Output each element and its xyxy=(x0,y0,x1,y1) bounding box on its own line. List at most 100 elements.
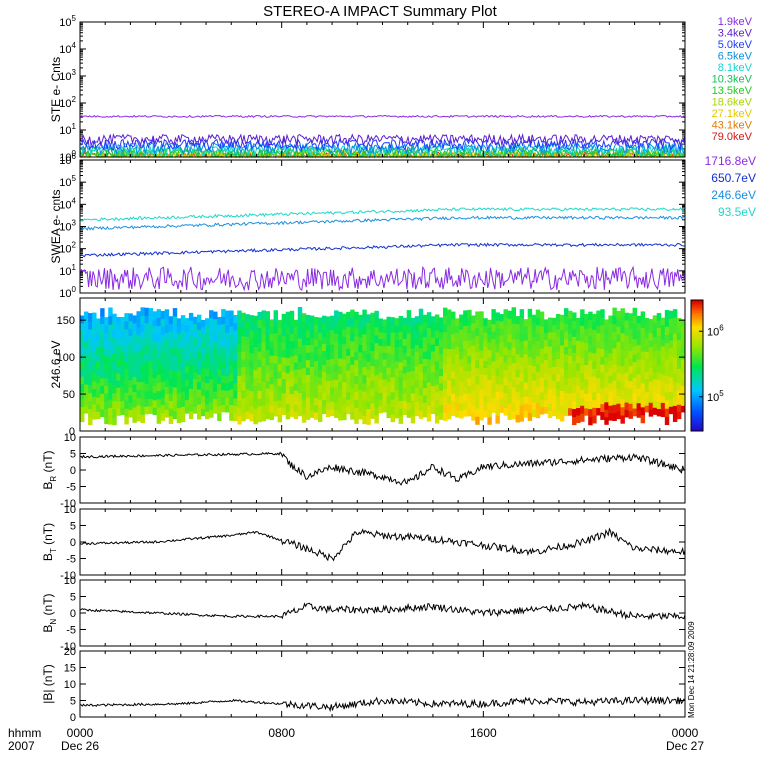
spectrogram-cell xyxy=(511,386,516,396)
spectrogram-cell xyxy=(350,356,355,365)
spectrogram-cell xyxy=(253,377,258,386)
spectrogram-cell xyxy=(192,365,198,373)
spectrogram-cell xyxy=(616,380,621,389)
spectrogram-cell xyxy=(426,319,432,329)
spectrogram-cell xyxy=(515,414,521,423)
spectrogram-cell xyxy=(334,318,339,327)
spectrogram-cell xyxy=(580,309,585,318)
spectrogram-cell xyxy=(592,352,597,362)
spectrogram-cell xyxy=(209,386,214,395)
spectrogram-cell xyxy=(580,325,585,334)
spectrogram-cell xyxy=(479,373,484,382)
spectrogram-cell xyxy=(297,408,303,417)
spectrogram-cell xyxy=(559,337,565,346)
colorbar-segment xyxy=(691,369,703,373)
spectrogram-cell xyxy=(92,411,97,420)
colorbar-segment xyxy=(691,300,703,303)
spectrogram-cell xyxy=(156,333,162,343)
spectrogram-cell xyxy=(499,363,504,371)
spectrogram-cell xyxy=(604,394,609,403)
spectrogram-cell xyxy=(672,381,678,390)
spectrogram-cell xyxy=(547,389,553,397)
spectrogram-cell xyxy=(624,327,629,336)
spectrogram-cell xyxy=(196,389,202,398)
spectrogram-cell xyxy=(588,360,593,369)
colorbar-segment xyxy=(691,404,703,408)
spectrogram-cell xyxy=(237,318,242,328)
spectrogram-cell xyxy=(491,382,496,391)
spectrogram-cell xyxy=(257,343,262,352)
spectrogram-cell xyxy=(495,344,500,353)
spectrogram-cell xyxy=(273,355,279,364)
spectrogram-cell xyxy=(205,318,210,326)
spectrogram-cell xyxy=(92,327,97,336)
spectrogram-cell xyxy=(261,326,266,335)
spectrogram-cell xyxy=(523,375,529,383)
spectrogram-cell xyxy=(164,317,170,326)
spectrogram-cell xyxy=(491,309,496,317)
spectrogram-cell xyxy=(330,394,335,402)
spectrogram-cell xyxy=(459,381,464,389)
spectrogram-cell xyxy=(144,338,149,347)
spectrogram-cell xyxy=(330,322,335,331)
spectrogram-cell xyxy=(584,335,589,344)
spectrogram-cell xyxy=(249,330,254,339)
spectrogram-cell xyxy=(568,318,573,327)
spectrogram-cell xyxy=(196,314,202,323)
spectrogram-cell xyxy=(680,345,686,353)
spectrogram-cell xyxy=(676,404,682,412)
spectrogram-cell xyxy=(188,411,194,420)
spectrogram-cell xyxy=(354,407,359,416)
spectrogram-cell xyxy=(269,333,274,342)
spectrogram-cell xyxy=(491,405,496,413)
spectrogram-cell xyxy=(451,371,456,379)
spectrogram-cell xyxy=(434,361,440,370)
spectrogram-cell xyxy=(515,406,521,415)
mag-series-T xyxy=(79,527,686,562)
spectrogram-cell xyxy=(285,395,291,404)
spectrogram-cell xyxy=(213,391,218,400)
spectrogram-cell xyxy=(374,334,379,344)
colorbar-segment xyxy=(691,393,703,397)
spectrogram-cell xyxy=(531,336,537,345)
spectrogram-cell xyxy=(346,326,351,335)
spectrogram-cell xyxy=(180,353,186,362)
spectrogram-cell xyxy=(374,366,379,376)
spectrogram-cell xyxy=(124,416,129,425)
spectrogram-cell xyxy=(313,382,319,391)
spectrogram-cell xyxy=(418,379,424,388)
spectrogram-cell xyxy=(632,307,637,316)
spectrogram-cell xyxy=(293,383,299,391)
spectrogram-cell xyxy=(164,394,170,403)
mag-tick-label: 0 xyxy=(70,608,76,620)
spectrogram-cell xyxy=(245,336,250,345)
mag-tick-label: 20 xyxy=(64,646,76,658)
spectrogram-cell xyxy=(245,381,250,390)
spectrogram-cell xyxy=(305,404,311,413)
spectrogram-cell xyxy=(410,393,416,401)
spectrogram-cell xyxy=(112,377,117,386)
spectrogram-cell xyxy=(370,335,375,344)
spectrogram-cell xyxy=(511,410,516,420)
spectrogram-cell xyxy=(543,393,549,401)
spectrogram-cell xyxy=(237,383,242,393)
swea-tick-label: 105 xyxy=(59,174,76,189)
spectrogram-cell xyxy=(438,331,444,340)
spectrogram-cell xyxy=(281,393,287,401)
spectrogram-cell xyxy=(148,398,153,407)
spectrogram-cell xyxy=(632,315,637,324)
spectrogram-cell xyxy=(418,394,424,404)
spectrogram-cell xyxy=(80,391,85,400)
spectrogram-cell xyxy=(596,347,601,356)
spectrogram-cell xyxy=(313,375,319,384)
spectrogram-cell xyxy=(301,321,307,330)
spectrogram-cell xyxy=(160,318,166,328)
spectrogram-cell xyxy=(160,334,166,343)
spectrogram-cell xyxy=(568,370,573,379)
spectrogram-cell xyxy=(301,336,307,345)
colorbar-segment xyxy=(691,398,703,401)
spectrogram-cell xyxy=(293,411,299,420)
spectrogram-cell xyxy=(362,374,367,384)
spectrogram-cell xyxy=(475,416,480,425)
spectrogram-cell xyxy=(180,360,186,369)
